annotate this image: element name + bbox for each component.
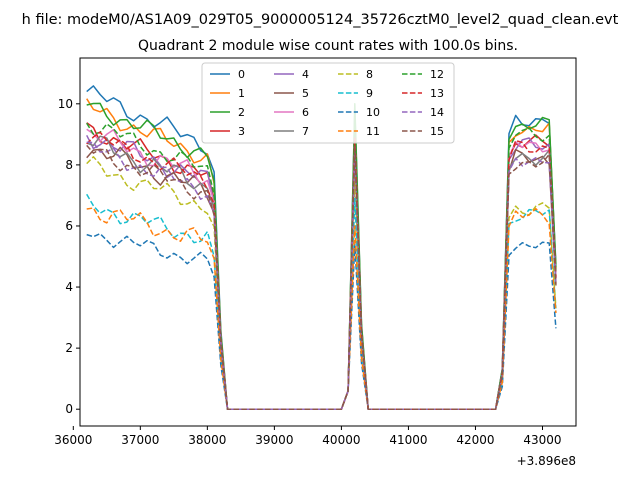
x-tick-label: 38000	[188, 433, 226, 447]
y-tick-label: 2	[65, 341, 73, 355]
y-tick-label: 6	[65, 219, 73, 233]
series-lines	[86, 85, 557, 410]
series-line-2	[86, 102, 557, 410]
legend-label-15: 15	[430, 125, 444, 138]
legend-label-1: 1	[238, 87, 245, 100]
x-axis: 36000 37000 38000 39000 40000 41000 42000 43000	[54, 426, 562, 447]
legend-label-0: 0	[238, 68, 245, 81]
legend-frame	[201, 62, 455, 144]
legend-label-2: 2	[238, 106, 245, 119]
x-tick-label: 41000	[389, 433, 427, 447]
x-tick-label: 43000	[523, 433, 561, 447]
legend-label-6: 6	[302, 106, 309, 119]
y-tick-label: 8	[65, 158, 73, 172]
series-line-15	[86, 144, 557, 410]
legend-label-9: 9	[366, 87, 373, 100]
legend-label-14: 14	[430, 106, 444, 119]
legend-label-5: 5	[302, 87, 309, 100]
series-line-9	[86, 193, 557, 410]
series-line-10	[86, 232, 557, 410]
series-line-7	[86, 135, 557, 410]
legend-label-12: 12	[430, 68, 444, 81]
chart-title: Quadrant 2 module wise count rates with …	[138, 38, 518, 54]
legend-label-10: 10	[366, 106, 380, 119]
legend-label-3: 3	[238, 125, 245, 138]
legend-label-13: 13	[430, 87, 444, 100]
x-tick-label: 42000	[456, 433, 494, 447]
series-line-13	[86, 131, 557, 410]
x-tick-label: 37000	[121, 433, 159, 447]
series-line-4	[86, 134, 557, 410]
legend-label-7: 7	[302, 125, 309, 138]
plot-area-frame	[79, 57, 577, 427]
series-line-5	[86, 145, 557, 410]
figure-suptitle: h file: modeM0/AS1A09_029T05_9000005124_…	[22, 12, 619, 28]
x-tick-label: 36000	[54, 433, 92, 447]
y-tick-label: 4	[65, 280, 73, 294]
x-tick-label: 40000	[322, 433, 360, 447]
y-axis: 0 2 4 6 8 10	[58, 97, 80, 416]
x-tick-label: 39000	[255, 433, 293, 447]
legend-label-8: 8	[366, 68, 373, 81]
x-axis-offset-label: +3.896e8	[517, 454, 576, 468]
series-line-8	[86, 156, 557, 410]
y-tick-label: 0	[65, 402, 73, 416]
series-line-11	[86, 207, 557, 410]
y-tick-label: 10	[58, 97, 73, 111]
legend-label-11: 11	[366, 125, 380, 138]
legend-label-4: 4	[302, 68, 309, 81]
series-line-1	[86, 98, 557, 410]
